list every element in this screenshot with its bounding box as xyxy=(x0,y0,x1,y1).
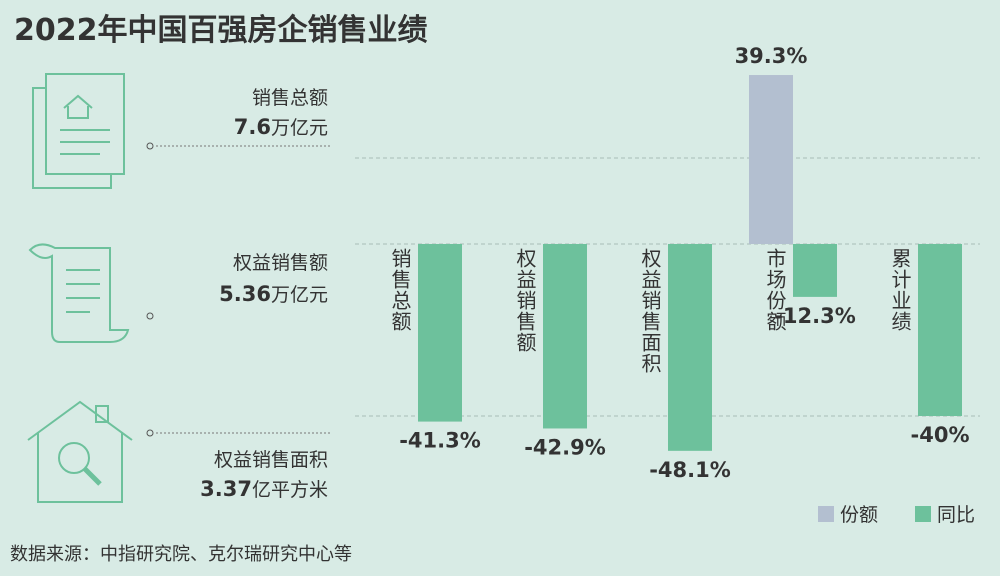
value-label: -41.3% xyxy=(399,429,481,453)
source: 数据来源：中指研究院、克尔瑞研究中心等 xyxy=(10,544,352,565)
icon-document xyxy=(32,73,125,189)
value-label: -42.9% xyxy=(524,435,606,459)
value-label: 39.3% xyxy=(735,44,808,68)
summary-value: 3.37亿平方米 xyxy=(200,477,328,501)
summary-number: 7.6 xyxy=(234,115,271,139)
category-label: 权益销售面积 xyxy=(638,248,662,374)
summary-number: 3.37 xyxy=(200,477,252,501)
bar xyxy=(749,75,793,244)
summary-3: 权益销售面积 3.37亿平方米 xyxy=(146,429,330,501)
icon-house-search xyxy=(27,400,133,503)
bar xyxy=(793,244,837,297)
summary-unit: 万亿元 xyxy=(271,117,328,139)
chart: 销售总额 权益销售额 权益销售面积 市场份额 累计业绩 39.3% 份额 -41.3% -42.… xyxy=(355,44,980,526)
summary-value: 5.36万亿元 xyxy=(219,282,328,306)
legend-swatch xyxy=(915,506,931,522)
summary-unit: 万亿元 xyxy=(271,284,328,306)
category-label: 权益销售额 xyxy=(513,248,537,353)
icon-scroll xyxy=(28,243,130,343)
legend-label: 份额 xyxy=(840,504,878,526)
title: 2022年中国百强房企销售业绩 xyxy=(14,13,428,48)
legend-label: 同比 xyxy=(937,504,975,526)
category-label: 销售总额 xyxy=(388,248,412,332)
bar xyxy=(668,244,712,451)
legend-swatch xyxy=(818,506,834,522)
category-label: 市场份额 xyxy=(763,248,787,332)
summary-label: 权益销售额 xyxy=(233,252,328,274)
summary-unit: 亿平方米 xyxy=(252,479,328,501)
bar xyxy=(418,244,462,422)
value-label: -48.1% xyxy=(649,458,731,482)
summary-value: 7.6万亿元 xyxy=(234,115,328,139)
summary-1: 销售总额 7.6万亿元 xyxy=(146,87,330,150)
summary-label: 销售总额 xyxy=(252,87,328,109)
bar xyxy=(543,244,587,429)
bar xyxy=(918,244,962,416)
summary-label: 权益销售面积 xyxy=(214,449,328,471)
summary-number: 5.36 xyxy=(219,282,271,306)
value-label: -12.3% xyxy=(774,304,856,328)
category-label: 累计业绩 xyxy=(888,248,912,332)
summary-2: 权益销售额 5.36万亿元 xyxy=(146,252,328,320)
value-label: -40% xyxy=(911,423,970,447)
